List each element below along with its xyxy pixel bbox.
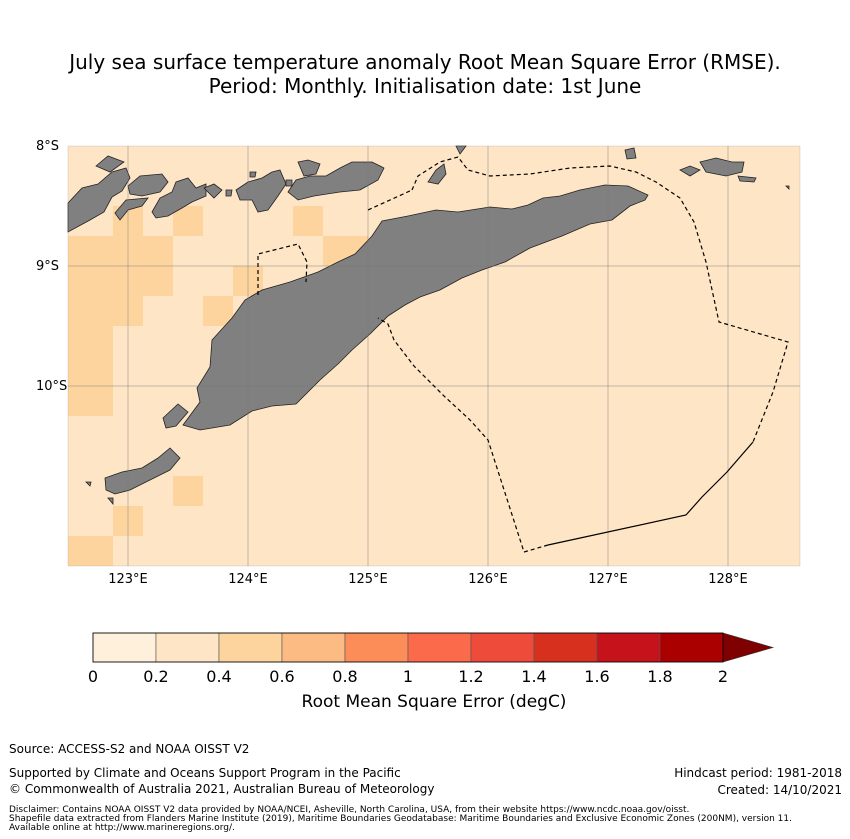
colorbar-tick: 0: [87, 667, 99, 686]
flores-island: [67, 167, 131, 233]
colorbar-segment: [155, 632, 220, 663]
sermata-isle: [737, 175, 757, 183]
colorbar-segment: [218, 632, 283, 663]
colorbar: [92, 632, 775, 663]
wetar-island: [287, 161, 385, 201]
colorbar-segment: [281, 632, 346, 663]
disclaimer-line-1: Disclaimer: Contains NOAA OISST V2 data …: [9, 805, 690, 815]
lon-label-127e: 127°E: [588, 572, 628, 587]
colorbar-segment: [407, 632, 472, 663]
rote-island: [104, 447, 181, 495]
atauro-isle: [785, 185, 790, 190]
title-line-2: Period: Monthly. Initialisation date: 1s…: [208, 74, 642, 98]
colorbar-tick: 1.4: [521, 667, 547, 686]
lembata-island: [151, 177, 207, 219]
colorbar-tick: 1: [402, 667, 414, 686]
colorbar-extend-arrow: [722, 632, 775, 663]
colorbar-segment: [659, 632, 724, 663]
ndana-isle: [107, 497, 114, 506]
colorbar-tick: 0.2: [143, 667, 169, 686]
title-line-1: July sea surface temperature anomaly Roo…: [69, 50, 781, 74]
timor-sea-boundary-line: [547, 441, 754, 546]
lon-label-123e: 123°E: [108, 572, 148, 587]
land: [67, 145, 790, 506]
lon-label-125e: 125°E: [348, 572, 388, 587]
adonara-island: [127, 173, 169, 197]
created-date: Created: 14/10/2021: [717, 783, 842, 797]
support-text: Supported by Climate and Oceans Support …: [9, 766, 401, 780]
timor-leste-eez-boundary-south: [377, 317, 549, 553]
lon-label-128e: 128°E: [708, 572, 748, 587]
colorbar-tick: 1.6: [584, 667, 610, 686]
disclaimer-line-2: Shapefile data extracted from Flanders M…: [9, 814, 792, 824]
small-isle-d: [85, 481, 92, 487]
semau-island: [162, 403, 189, 429]
hindcast-period: Hindcast period: 1981-2018: [674, 766, 842, 780]
map-frame: [67, 145, 801, 567]
solor-island: [114, 197, 149, 221]
lon-label-126e: 126°E: [468, 572, 508, 587]
alor-island: [235, 169, 287, 213]
small-isle-c: [285, 179, 293, 187]
moa-island: [679, 165, 701, 177]
lat-label-8s: 8°S: [36, 139, 60, 154]
colorbar-segment: [344, 632, 409, 663]
timor-leste-eez-boundary: [411, 156, 789, 443]
rmse-cells: [68, 206, 368, 566]
copyright-text: © Commonwealth of Australia 2021, Austra…: [9, 782, 435, 796]
flores-north-isle: [95, 155, 125, 173]
leti-island: [624, 147, 637, 160]
colorbar-tick: 1.8: [647, 667, 673, 686]
romang-island: [427, 163, 447, 185]
pantar-island: [203, 183, 223, 199]
small-isle-a: [225, 189, 233, 197]
timor-island: [182, 184, 649, 431]
disclaimer: Disclaimer: Contains NOAA OISST V2 data …: [9, 806, 839, 833]
colorbar-frame: [92, 632, 724, 663]
colorbar-tick: 1.2: [458, 667, 484, 686]
map-title: July sea surface temperature anomaly Roo…: [0, 50, 850, 98]
colorbar-tick: 0.8: [332, 667, 358, 686]
wetar-north-isle: [297, 159, 321, 177]
colorbar-title: Root Mean Square Error (degC): [301, 692, 567, 712]
source-text: Source: ACCESS-S2 and NOAA OISST V2: [9, 742, 250, 756]
atauro-boundary-line: [367, 189, 413, 211]
lakor-island: [699, 157, 745, 177]
colorbar-tick: 0.4: [206, 667, 232, 686]
colorbar-segment: [92, 632, 157, 663]
disclaimer-line-3: Available online at http://www.marinereg…: [9, 823, 235, 833]
small-isle-b: [249, 171, 257, 178]
lat-label-9s: 9°S: [36, 259, 60, 274]
colorbar-tick: 2: [717, 667, 729, 686]
colorbar-tick: 0.6: [269, 667, 295, 686]
colorbar-segment: [533, 632, 598, 663]
eez-boundaries: [257, 156, 789, 553]
colorbar-segment: [470, 632, 535, 663]
lon-label-124e: 124°E: [228, 572, 268, 587]
colorbar-segment: [596, 632, 661, 663]
lat-label-10s: 10°S: [36, 379, 68, 394]
